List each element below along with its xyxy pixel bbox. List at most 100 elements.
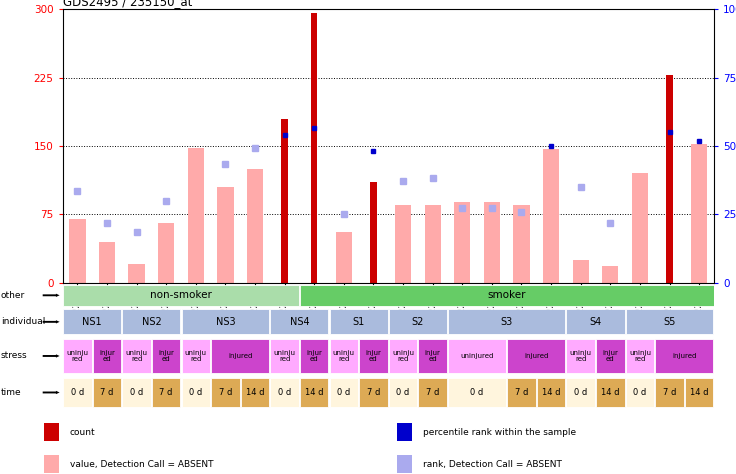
Text: smoker: smoker (487, 290, 526, 301)
Bar (655, 338, 713, 374)
Bar (270, 338, 299, 374)
Bar (626, 309, 713, 335)
Text: 0 d: 0 d (278, 388, 291, 397)
Bar (397, 456, 412, 474)
Text: 0 d: 0 d (71, 388, 84, 397)
Bar (631, 173, 648, 283)
Bar (389, 338, 417, 374)
Text: 0 d: 0 d (574, 388, 587, 397)
Bar (300, 378, 328, 407)
Text: injured: injured (228, 353, 252, 359)
Bar (596, 338, 625, 374)
Text: NS1: NS1 (82, 317, 102, 327)
Text: 14 d: 14 d (246, 388, 264, 397)
Bar (573, 260, 589, 283)
Bar (281, 118, 288, 283)
Text: 7 d: 7 d (663, 388, 676, 397)
Bar (330, 309, 388, 335)
Text: 0 d: 0 d (337, 388, 350, 397)
Text: 0 d: 0 d (189, 388, 202, 397)
Text: 14 d: 14 d (542, 388, 560, 397)
Text: uninju
red: uninju red (629, 350, 651, 362)
Text: uninju
red: uninju red (66, 350, 88, 362)
Bar (152, 338, 180, 374)
Bar (507, 378, 536, 407)
Bar (596, 378, 625, 407)
Text: injur
ed: injur ed (602, 350, 618, 362)
Bar (182, 338, 210, 374)
Bar (63, 338, 91, 374)
Text: non-smoker: non-smoker (150, 290, 212, 301)
Bar (454, 202, 470, 283)
Bar (602, 266, 618, 283)
Text: value, Detection Call = ABSENT: value, Detection Call = ABSENT (70, 460, 213, 469)
Text: 14 d: 14 d (690, 388, 708, 397)
Bar (247, 169, 263, 283)
Bar (122, 338, 151, 374)
Bar (448, 338, 506, 374)
Text: uninju
red: uninju red (392, 350, 414, 362)
Bar (425, 205, 441, 283)
Text: injur
ed: injur ed (99, 350, 115, 362)
Text: 7 d: 7 d (426, 388, 439, 397)
Bar (63, 309, 121, 335)
Text: 0 d: 0 d (397, 388, 410, 397)
Bar (448, 309, 565, 335)
Text: GDS2495 / 235150_at: GDS2495 / 235150_at (63, 0, 192, 9)
Bar (211, 378, 240, 407)
Text: 7 d: 7 d (160, 388, 173, 397)
Bar (270, 378, 299, 407)
Text: 14 d: 14 d (601, 388, 620, 397)
Bar (567, 338, 595, 374)
Text: 7 d: 7 d (514, 388, 528, 397)
Text: 0 d: 0 d (130, 388, 144, 397)
Text: NS3: NS3 (216, 317, 236, 327)
Bar (311, 13, 317, 283)
Text: uninju
red: uninju red (185, 350, 207, 362)
Bar (359, 338, 388, 374)
Bar (217, 187, 233, 283)
Bar (63, 285, 299, 306)
Text: uninju
red: uninju red (274, 350, 296, 362)
Text: 7 d: 7 d (100, 388, 113, 397)
Bar (370, 182, 377, 283)
Bar (484, 202, 500, 283)
Bar (99, 242, 115, 283)
Bar (567, 309, 625, 335)
Bar (626, 338, 654, 374)
Bar (63, 378, 91, 407)
Bar (182, 309, 269, 335)
Text: injur
ed: injur ed (366, 350, 381, 362)
Text: injured: injured (524, 353, 548, 359)
Bar (300, 338, 328, 374)
Text: injur
ed: injur ed (158, 350, 174, 362)
Text: injur
ed: injur ed (425, 350, 441, 362)
Bar (691, 144, 707, 283)
Bar (336, 232, 352, 283)
Text: other: other (1, 291, 25, 300)
Bar (129, 264, 145, 283)
Text: S1: S1 (353, 317, 365, 327)
Text: uninju
red: uninju red (570, 350, 592, 362)
Bar (567, 378, 595, 407)
Bar (182, 378, 210, 407)
Bar (270, 309, 328, 335)
Text: NS4: NS4 (289, 317, 309, 327)
Bar (122, 378, 151, 407)
Bar (152, 378, 180, 407)
Text: S3: S3 (500, 317, 513, 327)
Bar (419, 338, 447, 374)
Bar (389, 378, 417, 407)
Bar (626, 378, 654, 407)
Bar (655, 378, 684, 407)
Bar (513, 205, 530, 283)
Text: time: time (1, 388, 21, 397)
Bar (93, 338, 121, 374)
Bar (93, 378, 121, 407)
Bar (397, 423, 412, 441)
Bar (389, 309, 447, 335)
Text: count: count (70, 428, 96, 437)
Text: S2: S2 (411, 317, 424, 327)
Text: 7 d: 7 d (367, 388, 380, 397)
Bar (666, 75, 673, 283)
